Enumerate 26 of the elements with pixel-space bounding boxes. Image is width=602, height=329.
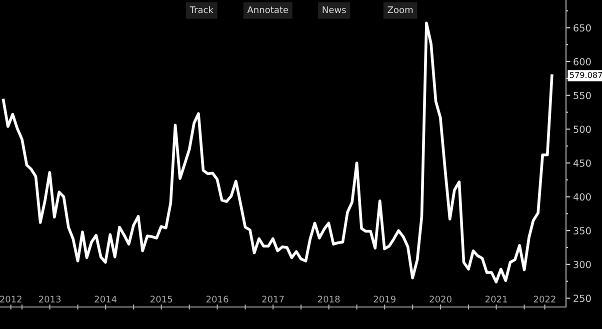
y-tick-label: 550: [574, 92, 591, 100]
x-tick-label: 2020: [430, 296, 452, 303]
x-tick-label: 2017: [262, 296, 284, 303]
x-tick-label: 2019: [374, 296, 396, 303]
annotation: Track: [190, 6, 214, 14]
annotation: Annotate: [247, 6, 288, 14]
x-tick-label: 2022: [534, 296, 556, 303]
x-tick-label: 2013: [38, 296, 61, 303]
line-series: [2, 22, 554, 284]
y-tick-label: 600: [574, 58, 591, 66]
y-tick-label: 300: [574, 260, 591, 268]
y-tick-label: 250: [574, 294, 591, 302]
x-tick-label: 2014: [94, 296, 117, 303]
x-tick-label: 2012: [0, 296, 22, 303]
annotation: News: [322, 6, 346, 14]
y-tick-label: 500: [574, 126, 591, 133]
y-tick-label: 350: [574, 227, 591, 234]
y-tick-label: 450: [573, 159, 591, 167]
y-tick-label: 650: [574, 24, 591, 32]
annotation: Zoom: [388, 6, 413, 14]
x-tick-label: 2016: [206, 296, 228, 303]
y-tick-label: 400: [573, 193, 591, 201]
x-tick-label: 2018: [318, 296, 340, 303]
x-tick-label: 2015: [150, 296, 172, 303]
annotation: 579.087: [570, 72, 602, 78]
x-tick-label: 2021: [485, 296, 507, 303]
